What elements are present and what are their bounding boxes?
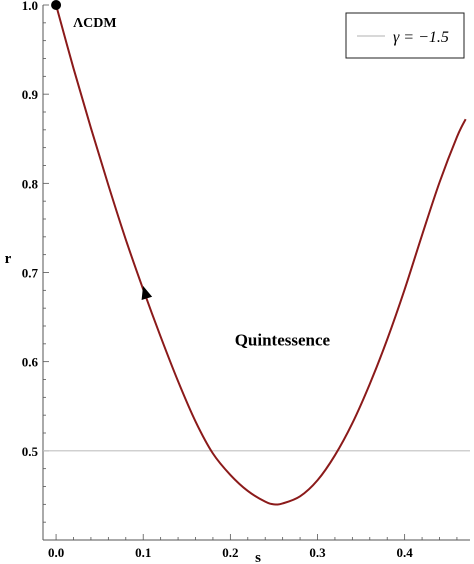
direction-arrow xyxy=(141,285,153,300)
y-tick-label: 0.9 xyxy=(22,87,39,102)
legend: γ = −1.5 xyxy=(345,12,465,59)
y-tick-label: 0.5 xyxy=(22,444,39,459)
plot-frame xyxy=(42,4,470,541)
annotations: ΛCDM Quintessence xyxy=(73,16,330,349)
y-tick-label: 0.7 xyxy=(22,266,39,281)
legend-label: γ = −1.5 xyxy=(393,29,449,46)
x-axis-label: s xyxy=(255,550,261,564)
y-axis-label: r xyxy=(5,251,12,267)
lcdm-point-marker xyxy=(51,0,62,10)
annotation-lcdm: ΛCDM xyxy=(73,16,116,31)
y-tick-label: 0.8 xyxy=(22,176,39,191)
y-tick-label: 0.6 xyxy=(22,355,39,370)
x-tick-label: 0.0 xyxy=(48,545,64,560)
y-axis-ticks: 0.5 0.6 0.7 0.8 0.9 1.0 xyxy=(22,0,39,459)
x-axis-ticks: 0.0 0.1 0.2 0.3 0.4 xyxy=(48,545,413,560)
curve-group xyxy=(51,0,467,506)
x-tick-label: 0.3 xyxy=(309,545,326,560)
y-tick-label: 1.0 xyxy=(22,0,38,13)
x-tick-label: 0.4 xyxy=(397,545,414,560)
annotation-quintessence: Quintessence xyxy=(235,330,331,349)
trajectory-curve xyxy=(55,4,467,506)
x-tick-label: 0.2 xyxy=(222,545,238,560)
x-tick-label: 0.1 xyxy=(135,545,151,560)
